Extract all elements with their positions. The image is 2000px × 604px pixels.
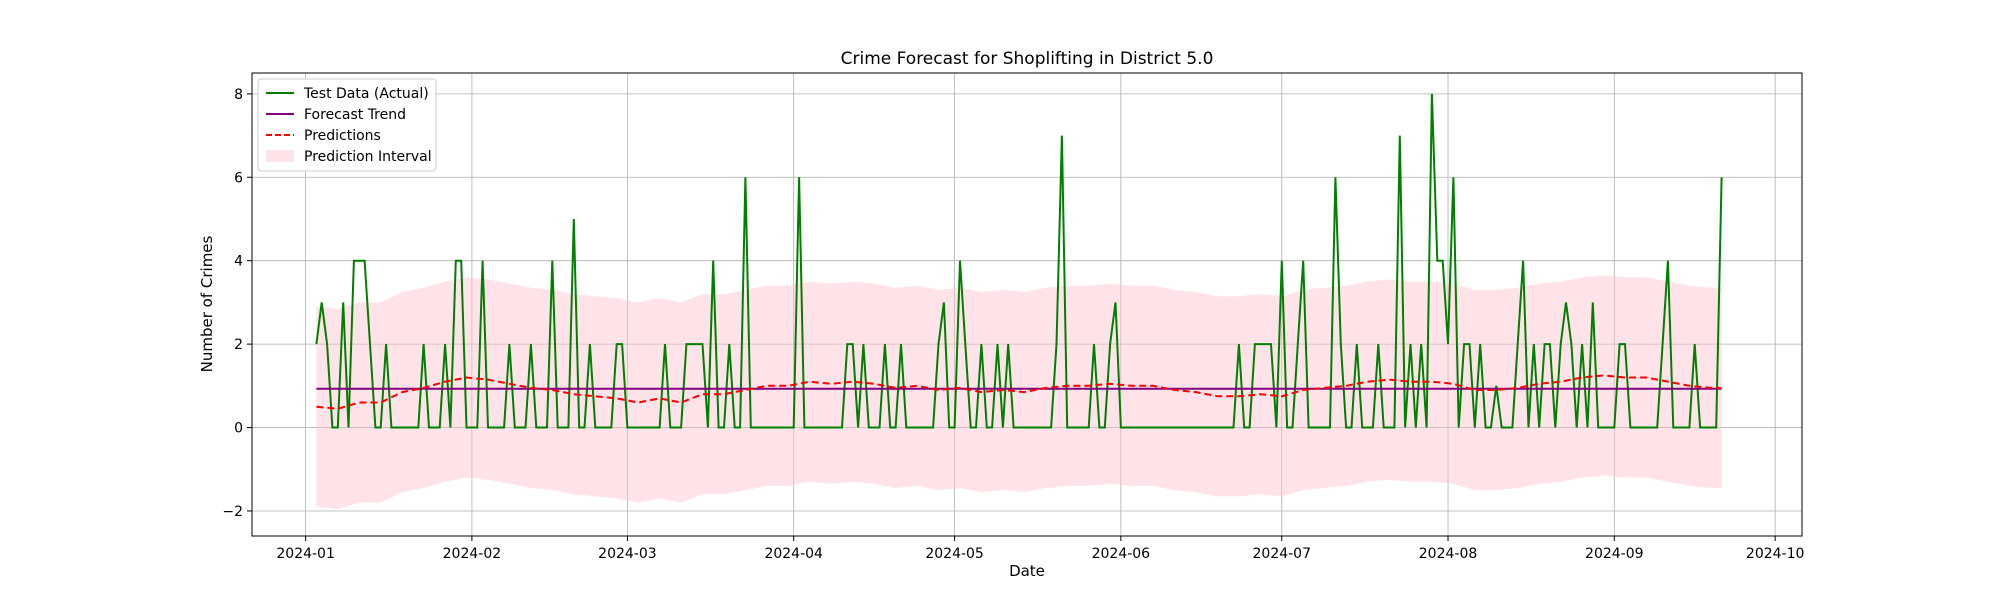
y-tick-label: 6	[234, 170, 243, 186]
x-tick-label: 2024-10	[1746, 546, 1805, 562]
actual-series-line	[315, 93, 1723, 429]
x-tick-label: 2024-09	[1585, 546, 1644, 562]
y-tick-label: 0	[234, 421, 243, 437]
x-tick-label: 2024-05	[925, 546, 984, 562]
legend-entry-label: Prediction Interval	[304, 149, 432, 165]
x-tick-label: 2024-04	[764, 546, 823, 562]
y-tick-label: −2	[222, 504, 243, 520]
legend-box	[257, 78, 437, 172]
legend-entry-label: Test Data (Actual)	[303, 86, 429, 102]
predictions-series-line	[316, 374, 1722, 410]
chart-title: Crime Forecast for Shoplifting in Distri…	[841, 49, 1214, 69]
x-tick-label: 2024-06	[1092, 546, 1151, 562]
series-lines	[315, 93, 1723, 429]
x-axis-ticks: 2024-01 2024-02 2024-03 2024-04 2024-05 2024-…	[276, 536, 1804, 562]
x-tick-label: 2024-07	[1253, 546, 1312, 562]
legend: Test Data (Actual) Forecast Trend Predicti…	[257, 78, 437, 172]
x-tick-label: 2024-03	[598, 546, 657, 562]
y-axis-ticks: −2 0 2 4 6 8	[222, 87, 252, 520]
plot-frame	[251, 72, 1803, 537]
y-tick-label: 2	[234, 337, 243, 353]
legend-swatch-interval	[266, 150, 294, 162]
y-axis-label: Number of Crimes	[198, 235, 216, 372]
x-axis-label: Date	[1009, 562, 1045, 580]
y-tick-label: 8	[234, 87, 243, 103]
x-tick-label: 2024-08	[1419, 546, 1478, 562]
x-tick-label: 2024-02	[443, 546, 502, 562]
y-tick-label: 4	[234, 254, 243, 270]
legend-entry-label: Predictions	[304, 128, 381, 144]
legend-entry-label: Forecast Trend	[304, 107, 406, 123]
x-tick-label: 2024-01	[276, 546, 335, 562]
